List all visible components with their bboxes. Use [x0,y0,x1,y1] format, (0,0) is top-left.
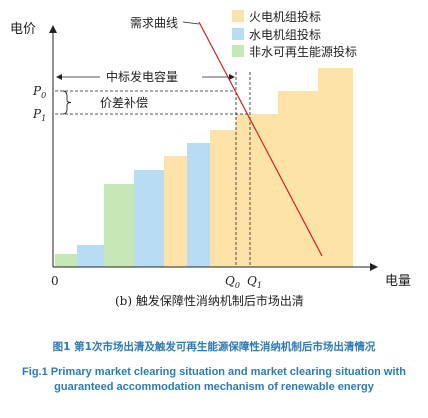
p0-label: P0 [32,84,46,100]
y-axis-label: 电价 [10,22,36,37]
caption-english: Fig.1 Primary market clearing situation … [22,366,406,393]
legend-label-renewable: 非水可再生能源投标 [249,44,357,59]
legend-swatch-hydro [232,28,244,40]
origin-label: 0 [51,274,59,288]
bid-block-hydro [187,143,210,267]
bid-block-thermal [278,91,318,267]
price-gap-label: 价差补偿 [100,95,148,110]
legend-swatch-thermal [232,10,244,22]
demand-curve-label: 需求曲线 [130,16,178,30]
legend-label-hydro: 水电机组投标 [249,27,321,42]
bid-block-renewable [104,184,134,267]
q1-label: Q1 [247,274,262,290]
subfigure-label: (b) 触发保障性消纳机制后市场出清 [115,293,304,308]
bid-block-thermal [210,130,236,267]
bid-block-renewable [55,254,77,267]
legend: 火电机组投标 水电机组投标 非水可再生能源投标 [232,9,357,59]
legend-label-thermal: 火电机组投标 [249,9,321,24]
p1-label: P1 [32,107,46,123]
caption-chinese: 图1 第1次市场出清及触发可再生能源保障性消纳机制后市场出清情况 [52,341,376,353]
legend-swatch-renewable [232,45,244,57]
bid-block-thermal [236,114,278,267]
bid-block-hydro [134,170,164,267]
bid-block-hydro [77,245,104,267]
capacity-label: 中标发电容量 [106,69,178,84]
demand-curve [198,21,323,257]
bid-blocks [55,68,353,267]
x-axis-label: 电量 [385,274,411,289]
price-gap-brace [62,90,72,115]
capacity-label-bg [100,67,202,85]
q0-label: Q0 [225,274,240,290]
demand-curve-pointer [182,21,200,25]
bid-block-thermal [318,68,353,267]
bid-block-thermal [164,156,187,267]
reference-lines [55,72,251,267]
